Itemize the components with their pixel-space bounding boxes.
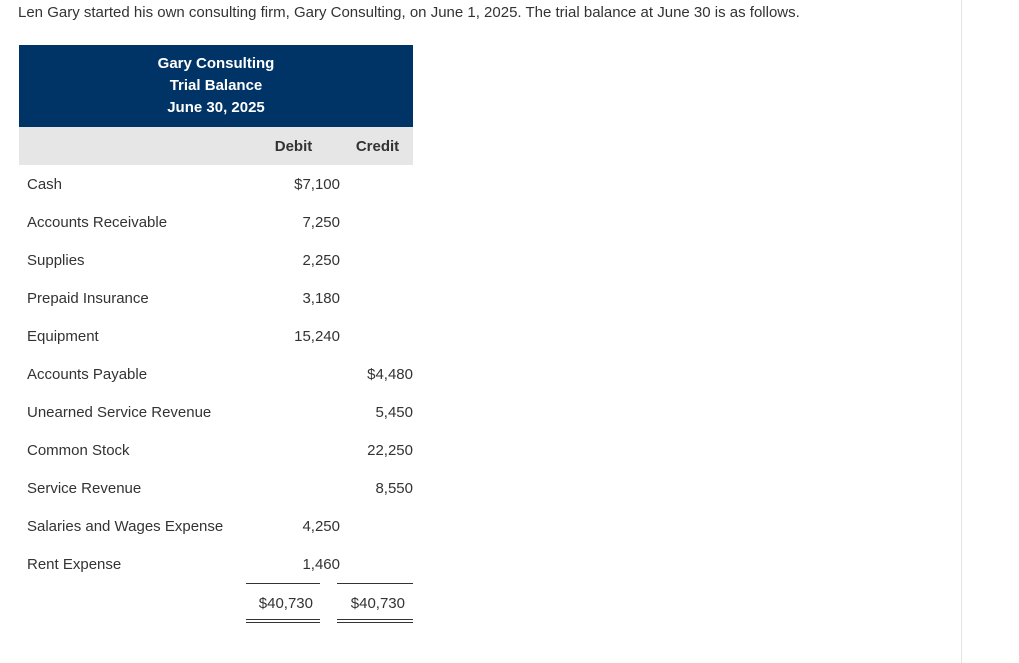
account-column-header (19, 127, 245, 165)
total-credit: $40,730 (337, 583, 413, 623)
debit-amount: $7,100 (294, 175, 340, 193)
statement-header: Gary Consulting Trial Balance June 30, 2… (19, 45, 413, 127)
table-row: Unearned Service Revenue 5,450 (19, 393, 413, 431)
table-row: Rent Expense 1,460 (19, 545, 413, 583)
credit-amount: 5,450 (375, 403, 413, 421)
account-name: Common Stock (27, 441, 130, 459)
table-row: Salaries and Wages Expense 4,250 (19, 507, 413, 545)
table-row: Accounts Receivable 7,250 (19, 203, 413, 241)
account-name: Accounts Payable (27, 365, 148, 383)
debit-amount: 7,250 (302, 213, 340, 231)
account-name: Rent Expense (27, 555, 122, 573)
table-row: Common Stock 22,250 (19, 431, 413, 469)
debit-amount: 3,180 (302, 289, 340, 307)
account-name: Cash (27, 175, 63, 193)
table-row: Prepaid Insurance 3,180 (19, 279, 413, 317)
content-divider (961, 0, 962, 663)
statement-date: June 30, 2025 (167, 99, 265, 116)
table-row: Cash $7,100 (19, 165, 413, 203)
company-name: Gary Consulting (157, 55, 275, 72)
account-name: Equipment (27, 327, 99, 345)
debit-amount: 2,250 (302, 251, 340, 269)
credit-amount: 22,250 (367, 441, 413, 459)
column-header-row: Debit Credit (19, 127, 413, 165)
account-name: Unearned Service Revenue (27, 403, 212, 421)
account-name: Salaries and Wages Expense (27, 517, 224, 535)
trial-balance-table: Gary Consulting Trial Balance June 30, 2… (19, 45, 413, 623)
credit-amount: 8,550 (375, 479, 413, 497)
debit-column-header: Debit (245, 127, 342, 165)
credit-amount: $4,480 (367, 365, 413, 383)
debit-amount: 15,240 (294, 327, 340, 345)
account-rows: Cash $7,100 Accounts Receivable 7,250 Suppli… (19, 165, 413, 583)
intro-text: Len Gary started his own consulting firm… (18, 4, 800, 21)
account-name: Supplies (27, 251, 85, 269)
debit-amount: 1,460 (302, 555, 340, 573)
debit-amount: 4,250 (302, 517, 340, 535)
account-name: Accounts Receivable (27, 213, 168, 231)
total-debit: $40,730 (246, 583, 320, 623)
statement-title: Trial Balance (169, 77, 263, 94)
account-name: Prepaid Insurance (27, 289, 149, 307)
account-name: Service Revenue (27, 479, 142, 497)
table-row: Accounts Payable $4,480 (19, 355, 413, 393)
totals-row: $40,730 $40,730 (19, 583, 413, 623)
table-row: Equipment 15,240 (19, 317, 413, 355)
table-row: Service Revenue 8,550 (19, 469, 413, 507)
table-row: Supplies 2,250 (19, 241, 413, 279)
credit-column-header: Credit (342, 127, 413, 165)
